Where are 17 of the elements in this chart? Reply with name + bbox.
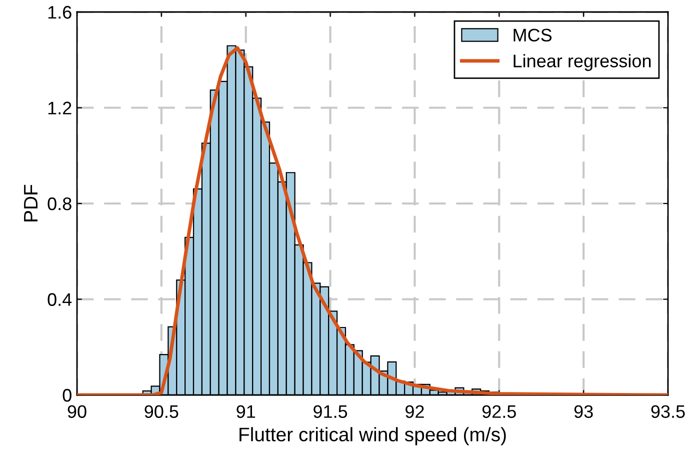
x-tick-label: 93 — [574, 405, 593, 418]
x-tick-label: 91 — [236, 405, 256, 418]
x-tick-label: 92 — [406, 405, 424, 418]
legend-label: MCS — [514, 28, 552, 42]
y-tick-label: 0.4 — [48, 293, 72, 306]
y-tick-label: 1.6 — [48, 6, 72, 19]
x-axis-title: Flutter critical wind speed (m/s) — [240, 427, 506, 446]
x-tick-label: 93.5 — [651, 405, 685, 418]
y-axis-title: PDF — [24, 184, 38, 222]
x-tick-label: 90 — [68, 405, 86, 418]
y-tick-label: 1.2 — [48, 102, 72, 114]
x-tick-label: 91.5 — [314, 405, 348, 418]
x-tick-label: 90.5 — [144, 405, 178, 418]
y-tick-label: 0 — [62, 388, 72, 402]
y-tick-label: 0.8 — [48, 197, 72, 210]
x-tick-label: 92.5 — [482, 405, 516, 418]
legend-label: Linear regression — [514, 54, 651, 71]
